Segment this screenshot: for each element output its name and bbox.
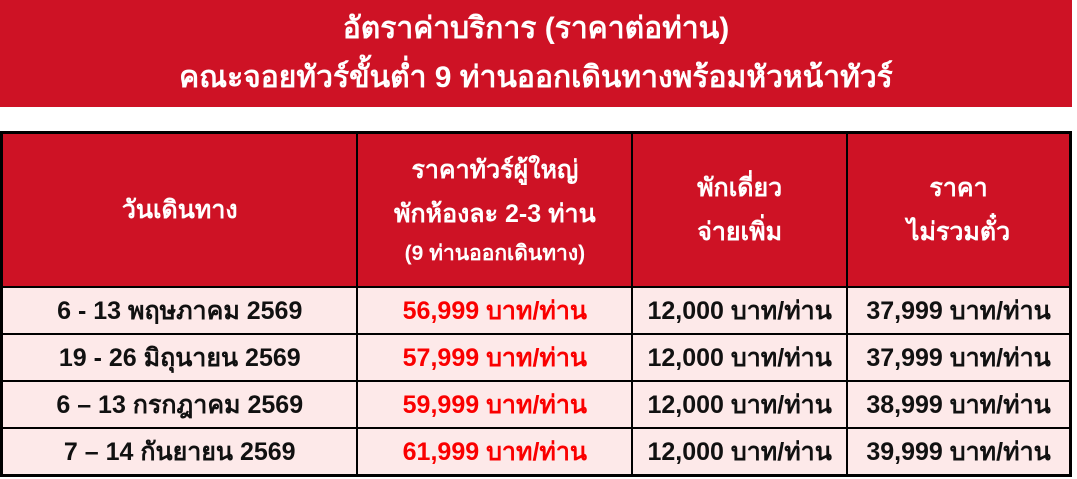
- cell-price-no-ticket: 39,999 บาท/ท่าน: [846, 427, 1072, 477]
- cell-adult-price: 57,999 บาท/ท่าน: [356, 333, 634, 382]
- banner-subtitle: คณะจอยทัวร์ขั้นต่ำ 9 ท่านออกเดินทางพร้อม…: [179, 60, 893, 94]
- header-departure-date-label: วันเดินทาง: [121, 196, 238, 224]
- table-header-row: วันเดินทาง ราคาทัวร์ผู้ใหญ่ พักห้องละ 2-…: [0, 131, 1072, 288]
- header-price-no-ticket-line1: ราคา: [929, 174, 988, 202]
- cell-price-no-ticket: 38,999 บาท/ท่าน: [846, 380, 1072, 429]
- cell-departure-date: 7 – 14 กันยายน 2569: [0, 427, 359, 477]
- cell-adult-price: 56,999 บาท/ท่าน: [356, 286, 634, 335]
- header-adult-price-line3: (9 ท่านออกเดินทาง): [404, 242, 586, 265]
- cell-price-no-ticket: 37,999 บาท/ท่าน: [846, 333, 1072, 382]
- header-adult-price: ราคาทัวร์ผู้ใหญ่ พักห้องละ 2-3 ท่าน (9 ท…: [356, 131, 634, 288]
- table-row: 6 – 13 กรกฎาคม 2569 59,999 บาท/ท่าน 12,0…: [0, 380, 1072, 429]
- cell-adult-price: 61,999 บาท/ท่าน: [356, 427, 634, 477]
- header-adult-price-line2: พักห้องละ 2-3 ท่าน: [393, 200, 596, 228]
- cell-single-supplement: 12,000 บาท/ท่าน: [631, 380, 849, 429]
- header-departure-date: วันเดินทาง: [0, 131, 359, 288]
- header-single-supplement-line2: จ่ายเพิ่ม: [697, 218, 783, 246]
- header-single-supplement-line1: พักเดี่ยว: [697, 174, 783, 202]
- cell-single-supplement: 12,000 บาท/ท่าน: [631, 333, 849, 382]
- header-adult-price-line1: ราคาทัวร์ผู้ใหญ่: [411, 156, 579, 184]
- cell-single-supplement: 12,000 บาท/ท่าน: [631, 286, 849, 335]
- header-price-no-ticket: ราคา ไม่รวมตั๋ว: [846, 131, 1072, 288]
- cell-adult-price: 59,999 บาท/ท่าน: [356, 380, 634, 429]
- tour-price-table: วันเดินทาง ราคาทัวร์ผู้ใหญ่ พักห้องละ 2-…: [0, 131, 1072, 477]
- header-single-supplement: พักเดี่ยว จ่ายเพิ่ม: [631, 131, 849, 288]
- table-row: 7 – 14 กันยายน 2569 61,999 บาท/ท่าน 12,0…: [0, 427, 1072, 477]
- service-rate-banner: อัตราค่าบริการ (ราคาต่อท่าน) คณะจอยทัวร์…: [0, 0, 1072, 107]
- banner-title: อัตราค่าบริการ (ราคาต่อท่าน): [342, 12, 730, 45]
- cell-price-no-ticket: 37,999 บาท/ท่าน: [846, 286, 1072, 335]
- cell-departure-date: 19 - 26 มิถุนายน 2569: [0, 333, 359, 382]
- cell-departure-date: 6 - 13 พฤษภาคม 2569: [0, 286, 359, 335]
- cell-departure-date: 6 – 13 กรกฎาคม 2569: [0, 380, 359, 429]
- cell-single-supplement: 12,000 บาท/ท่าน: [631, 427, 849, 477]
- table-row: 19 - 26 มิถุนายน 2569 57,999 บาท/ท่าน 12…: [0, 333, 1072, 382]
- header-price-no-ticket-line2: ไม่รวมตั๋ว: [906, 218, 1011, 246]
- table-row: 6 - 13 พฤษภาคม 2569 56,999 บาท/ท่าน 12,0…: [0, 286, 1072, 335]
